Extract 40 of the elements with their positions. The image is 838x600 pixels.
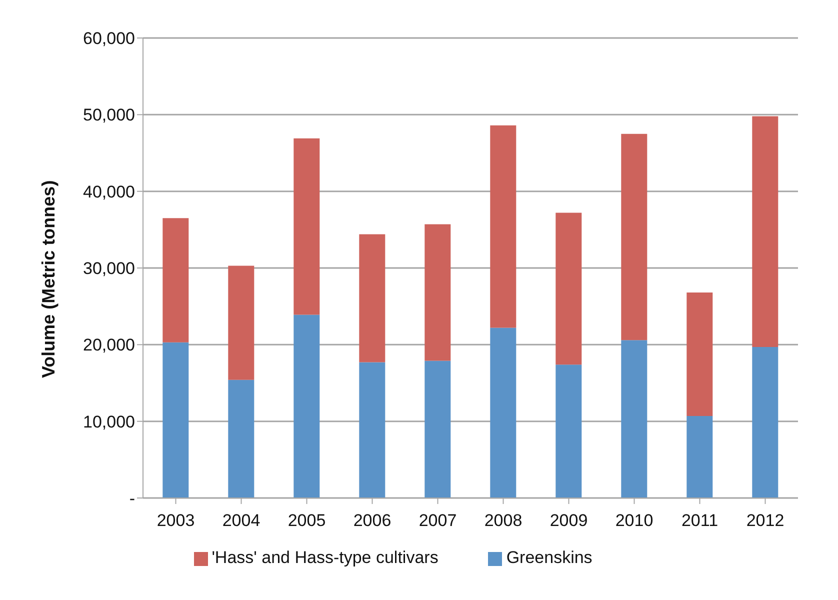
bar xyxy=(621,340,648,498)
y-tick-label: 50,000 xyxy=(83,106,135,125)
bar xyxy=(621,134,648,340)
bar xyxy=(228,266,254,380)
y-tick-label: 30,000 xyxy=(83,259,135,278)
x-tick-label: 2005 xyxy=(288,511,326,530)
x-tick-label: 2009 xyxy=(550,511,588,530)
y-tick-label: 60,000 xyxy=(83,29,135,48)
x-tick-label: 2003 xyxy=(156,511,195,530)
bar xyxy=(359,362,386,498)
bar xyxy=(294,138,320,315)
legend-label: Greenskins xyxy=(506,548,592,567)
bar xyxy=(162,342,189,498)
x-tick-label: 2012 xyxy=(746,511,784,530)
bar xyxy=(490,125,516,328)
x-tick-label: 2008 xyxy=(484,511,522,530)
x-tick-label: 2007 xyxy=(418,511,457,530)
y-tick-label: - xyxy=(129,489,135,508)
bar xyxy=(556,364,582,498)
bar xyxy=(228,380,254,498)
x-tick-label: 2004 xyxy=(222,511,260,530)
bar xyxy=(752,346,778,498)
legend-label: 'Hass' and Hass-type cultivars xyxy=(212,548,438,567)
bar xyxy=(490,328,516,498)
x-tick-label: 2006 xyxy=(353,511,392,530)
bar xyxy=(359,234,386,362)
x-tick-label: 2011 xyxy=(681,511,718,530)
bar xyxy=(686,292,713,416)
x-tick-label: 2010 xyxy=(615,511,654,530)
y-tick-label: 20,000 xyxy=(83,336,135,355)
bar xyxy=(294,314,320,498)
bar xyxy=(556,212,582,365)
bar xyxy=(424,360,451,498)
bar xyxy=(752,116,778,347)
bar xyxy=(686,416,713,498)
y-tick-label: 40,000 xyxy=(83,182,135,202)
y-tick-label: 10,000 xyxy=(83,412,135,432)
y-axis-title: Volume (Metric tonnes) xyxy=(38,180,58,378)
bar xyxy=(162,218,189,342)
bar xyxy=(424,224,451,361)
